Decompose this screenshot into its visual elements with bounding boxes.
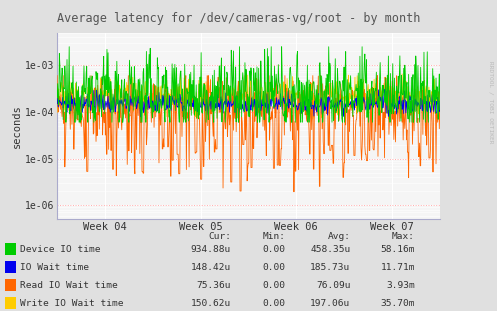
Text: 197.06u: 197.06u xyxy=(310,299,350,308)
Text: 150.62u: 150.62u xyxy=(191,299,231,308)
Text: 148.42u: 148.42u xyxy=(191,263,231,272)
Text: IO Wait time: IO Wait time xyxy=(20,263,89,272)
Text: 35.70m: 35.70m xyxy=(381,299,415,308)
Text: Device IO time: Device IO time xyxy=(20,245,100,254)
Text: 185.73u: 185.73u xyxy=(310,263,350,272)
Text: 76.09u: 76.09u xyxy=(316,281,350,290)
Text: Average latency for /dev/cameras-vg/root - by month: Average latency for /dev/cameras-vg/root… xyxy=(57,12,420,25)
Text: Min:: Min: xyxy=(263,232,286,241)
Text: RRDTOOL / TOBI OETIKER: RRDTOOL / TOBI OETIKER xyxy=(489,61,494,144)
Text: Avg:: Avg: xyxy=(328,232,350,241)
Text: 58.16m: 58.16m xyxy=(381,245,415,254)
Text: Write IO Wait time: Write IO Wait time xyxy=(20,299,123,308)
Text: Cur:: Cur: xyxy=(208,232,231,241)
Text: 458.35u: 458.35u xyxy=(310,245,350,254)
Text: 0.00: 0.00 xyxy=(263,281,286,290)
Text: 11.71m: 11.71m xyxy=(381,263,415,272)
Text: 0.00: 0.00 xyxy=(263,263,286,272)
Text: 0.00: 0.00 xyxy=(263,245,286,254)
Text: Max:: Max: xyxy=(392,232,415,241)
Y-axis label: seconds: seconds xyxy=(12,104,22,148)
Text: Read IO Wait time: Read IO Wait time xyxy=(20,281,118,290)
Text: 0.00: 0.00 xyxy=(263,299,286,308)
Text: 3.93m: 3.93m xyxy=(386,281,415,290)
Text: 934.88u: 934.88u xyxy=(191,245,231,254)
Text: 75.36u: 75.36u xyxy=(197,281,231,290)
